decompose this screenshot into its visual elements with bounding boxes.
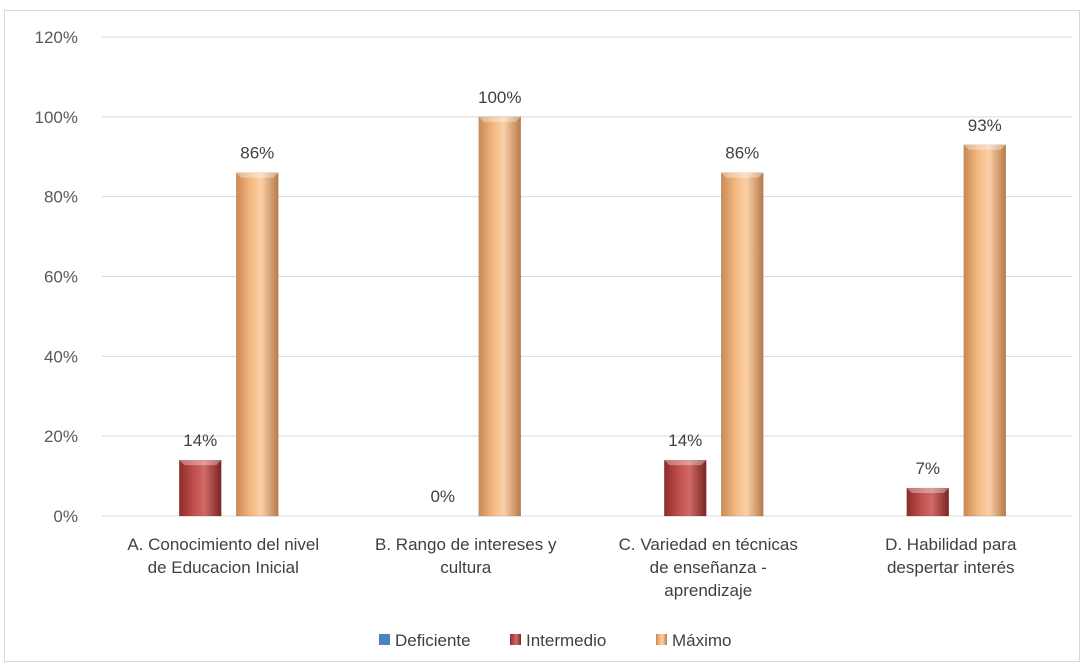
x-tick-label: de Educacion Inicial — [148, 558, 299, 577]
bar-bevel — [963, 144, 1006, 150]
x-axis: A. Conocimiento del nivel de Educacion In… — [127, 535, 1017, 600]
legend-swatch-máximo — [656, 634, 667, 645]
chart-frame — [4, 10, 1080, 662]
bar-bevel — [664, 460, 707, 466]
data-label: 14% — [668, 431, 702, 450]
bar-bevel — [478, 116, 521, 122]
bar-bevel — [236, 172, 279, 178]
legend: Deficiente Intermedio Máximo — [379, 631, 732, 650]
x-tick-label: D. Habilidad para — [885, 535, 1017, 554]
x-tick-label: de enseñanza - — [650, 558, 767, 577]
bar-intermedio — [664, 459, 707, 517]
data-labels: 14% 86% 0% 100% 14% 86% 7% 93% — [183, 88, 1002, 506]
data-label: 93% — [968, 116, 1002, 135]
bar-máximo — [478, 116, 521, 517]
bars — [179, 116, 1006, 517]
x-tick-label: aprendizaje — [664, 581, 752, 600]
legend-swatch-deficiente — [379, 634, 390, 645]
legend-label-deficiente: Deficiente — [395, 631, 471, 650]
bar-intermedio — [179, 459, 222, 517]
y-tick-label: 0% — [53, 507, 78, 526]
y-tick-label: 100% — [35, 108, 78, 127]
bar-bevel — [721, 172, 764, 178]
y-tick-label: 60% — [44, 268, 78, 287]
bar-máximo — [963, 144, 1006, 517]
y-tick-label: 40% — [44, 347, 78, 366]
x-tick-label: cultura — [440, 558, 492, 577]
data-label: 86% — [240, 144, 274, 163]
data-label: 86% — [725, 144, 759, 163]
data-label: 0% — [430, 487, 455, 506]
bar-intermedio — [906, 487, 949, 517]
y-axis: 0% 20% 40% 60% 80% 100% 120% — [35, 28, 78, 526]
legend-label-intermedio: Intermedio — [526, 631, 606, 650]
y-tick-label: 80% — [44, 188, 78, 207]
data-label: 7% — [915, 459, 940, 478]
bar-máximo — [236, 172, 279, 517]
data-label: 14% — [183, 431, 217, 450]
legend-swatch-intermedio — [510, 634, 521, 645]
bar-bevel — [906, 488, 949, 494]
x-tick-label: B. Rango de intereses y — [375, 535, 557, 554]
bar-máximo — [721, 172, 764, 517]
y-tick-label: 120% — [35, 28, 78, 47]
legend-label-máximo: Máximo — [672, 631, 732, 650]
x-tick-label: C. Variedad en técnicas — [619, 535, 798, 554]
y-tick-label: 20% — [44, 427, 78, 446]
x-tick-label: despertar interés — [887, 558, 1015, 577]
bar-bevel — [179, 460, 222, 466]
x-tick-label: A. Conocimiento del nivel — [127, 535, 319, 554]
data-label: 100% — [478, 88, 521, 107]
